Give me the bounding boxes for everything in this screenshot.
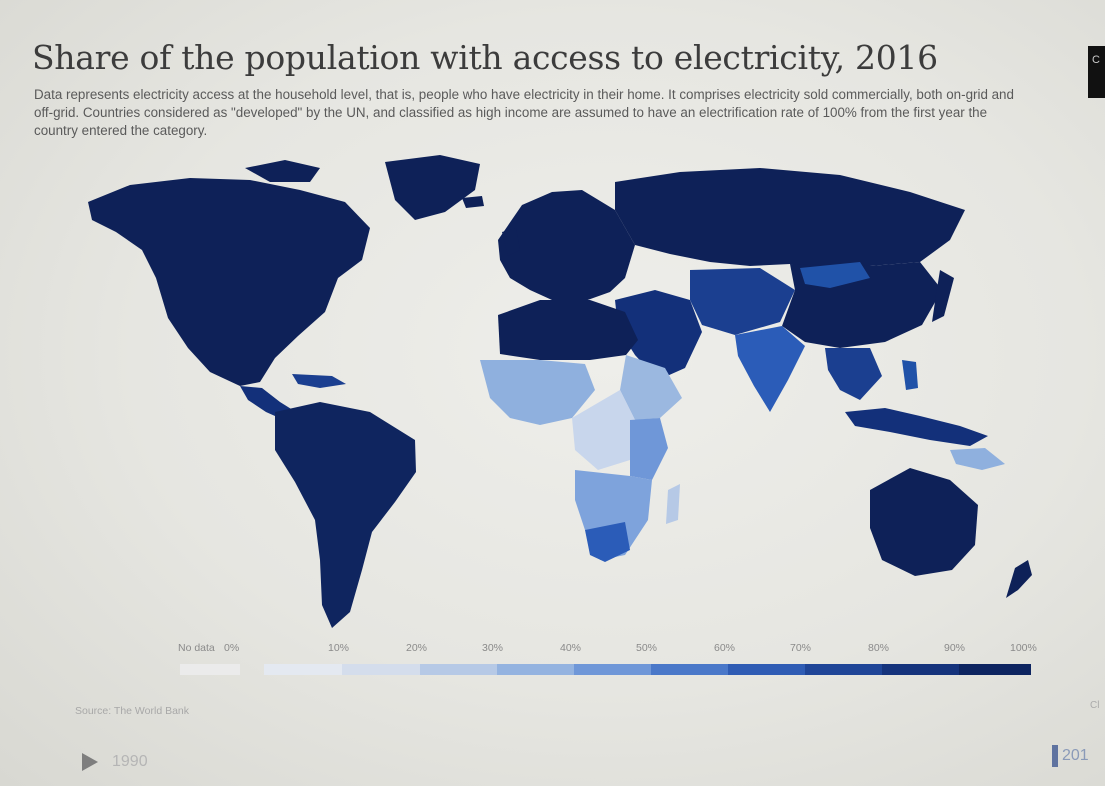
legend-swatch-40-50[interactable]	[574, 664, 651, 675]
world-map	[88, 155, 1032, 628]
region-madagascar[interactable]	[666, 484, 680, 524]
source-note: Source: The World Bank	[75, 705, 190, 717]
chart-title: Share of the population with access to e…	[32, 38, 938, 77]
chart-subtitle: Data represents electricity access at th…	[34, 87, 1014, 138]
legend-swatch-80-90[interactable]	[882, 664, 959, 675]
region-middle-east[interactable]	[615, 290, 702, 380]
legend-label-10: 10%	[328, 642, 350, 654]
legend-swatch-90-100[interactable]	[959, 664, 1031, 675]
legend-label-70: 70%	[790, 642, 812, 654]
region-new-zealand[interactable]	[1006, 560, 1032, 598]
legend-label-40: 40%	[560, 642, 582, 654]
region-arctic-islands[interactable]	[245, 160, 320, 182]
legend-label-100: 100%	[1010, 642, 1037, 654]
region-south-africa[interactable]	[585, 522, 630, 562]
region-australia[interactable]	[870, 468, 978, 576]
region-mongolia[interactable]	[800, 262, 870, 288]
region-southeast-asia[interactable]	[825, 348, 882, 400]
legend-swatch-70-80[interactable]	[805, 664, 882, 675]
region-west-africa[interactable]	[480, 360, 595, 425]
tab-button[interactable]: C	[1088, 46, 1105, 98]
region-uk[interactable]	[502, 228, 520, 256]
region-russia[interactable]	[615, 168, 965, 270]
region-central-asia[interactable]	[690, 268, 795, 335]
legend-swatch-no-data[interactable]	[180, 664, 240, 675]
timeline-start-year[interactable]: 1990	[112, 753, 148, 770]
legend-label-no-data: No data	[178, 642, 215, 654]
region-europe[interactable]	[498, 190, 635, 302]
region-greenland[interactable]	[385, 155, 480, 220]
legend-label-80: 80%	[868, 642, 890, 654]
region-new-guinea[interactable]	[950, 448, 1005, 470]
region-central-africa[interactable]	[572, 390, 635, 470]
region-south-america[interactable]	[275, 402, 416, 628]
legend-label-50: 50%	[636, 642, 658, 654]
color-legend: No data 0% 10% 20% 30% 40% 50% 60% 70% 8…	[178, 642, 1038, 682]
region-iceland[interactable]	[462, 196, 484, 208]
legend-swatch-0-10[interactable]	[264, 664, 342, 675]
legend-swatch-30-40[interactable]	[497, 664, 574, 675]
play-icon[interactable]	[82, 753, 98, 771]
region-indonesia[interactable]	[845, 408, 988, 446]
tab-button-label: C	[1092, 54, 1100, 66]
region-japan[interactable]	[932, 270, 954, 322]
legend-swatch-50-60[interactable]	[651, 664, 728, 675]
legend-label-0: 0%	[224, 642, 240, 654]
timeline-end-year[interactable]: 201	[1062, 747, 1089, 764]
region-east-africa[interactable]	[630, 418, 668, 480]
region-north-africa[interactable]	[498, 300, 638, 360]
legend-label-60: 60%	[714, 642, 736, 654]
timeline-end-handle[interactable]	[1052, 745, 1058, 767]
region-philippines[interactable]	[902, 360, 918, 390]
side-fragment: Cl	[1090, 700, 1100, 711]
legend-swatch-10-20[interactable]	[342, 664, 420, 675]
legend-swatch-20-30[interactable]	[420, 664, 497, 675]
region-north-america[interactable]	[88, 178, 370, 386]
legend-label-30: 30%	[482, 642, 504, 654]
region-horn-africa[interactable]	[620, 355, 682, 420]
region-caribbean[interactable]	[292, 374, 346, 388]
legend-label-20: 20%	[406, 642, 428, 654]
legend-swatch-60-70[interactable]	[728, 664, 805, 675]
region-india[interactable]	[735, 326, 805, 412]
legend-label-90: 90%	[944, 642, 966, 654]
